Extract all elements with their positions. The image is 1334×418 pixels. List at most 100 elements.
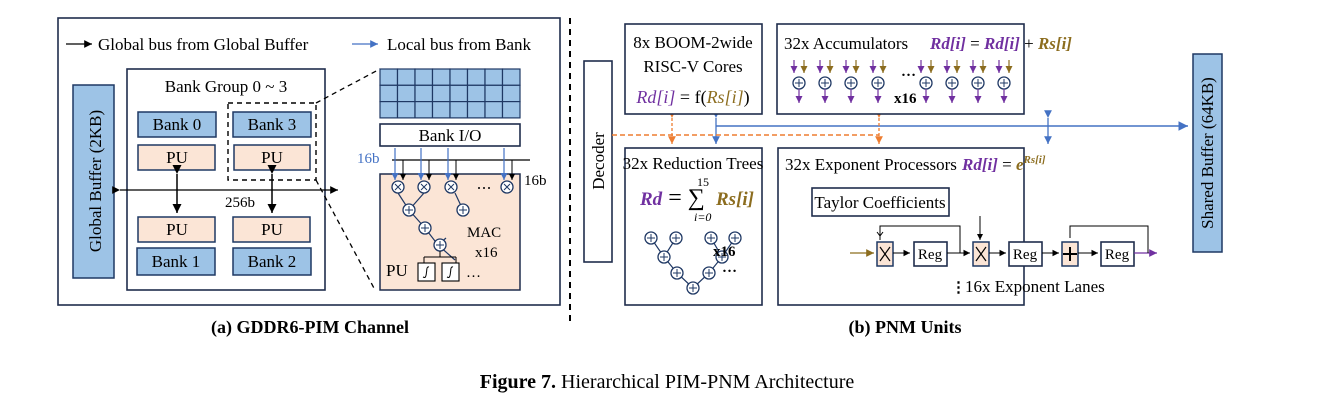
local-width-label: 16b bbox=[357, 151, 380, 167]
accumulators-title: 32x Accumulators bbox=[784, 34, 908, 53]
bank-cell bbox=[501, 68, 521, 86]
bank-cell bbox=[501, 84, 521, 103]
svg-text:Taylor Coefficients: Taylor Coefficients bbox=[814, 193, 945, 212]
caption-b: (b) PNM Units bbox=[849, 317, 962, 338]
mac-tree bbox=[391, 148, 515, 282]
pu-2: PU bbox=[232, 216, 311, 243]
exponent-vdots: ⋮ bbox=[951, 280, 966, 296]
mac-count: x16 bbox=[475, 245, 498, 261]
cores-title-1: 8x BOOM-2wide bbox=[633, 33, 752, 52]
global-width-label: 16b bbox=[524, 173, 547, 189]
reduction-adder bbox=[704, 231, 718, 245]
legend-global-bus: Global bus from Global Buffer bbox=[98, 35, 309, 54]
adder-node bbox=[456, 203, 470, 217]
bank-cell bbox=[414, 100, 434, 119]
adder-node bbox=[418, 221, 432, 235]
exponent-lanes-label: 16x Exponent Lanes bbox=[965, 277, 1105, 296]
exponent-title: 32x Exponent Processors bbox=[785, 155, 957, 174]
bank-cell bbox=[501, 100, 521, 119]
multiplier-1 bbox=[876, 241, 894, 267]
pu-ellipsis: … bbox=[466, 265, 481, 281]
bank-cell bbox=[431, 68, 451, 86]
reg-2: Reg bbox=[1008, 241, 1043, 267]
svg-text:PU: PU bbox=[261, 148, 283, 167]
accumulator-adders bbox=[790, 60, 1013, 103]
reduction-upper-limit: 15 bbox=[697, 175, 709, 189]
exponent-processors-unit: 32x Exponent Processors Rd[i] = eRs[i] T… bbox=[777, 147, 1157, 306]
bank-cell bbox=[396, 84, 416, 103]
bank-cell bbox=[484, 84, 504, 103]
bank-cell bbox=[414, 84, 434, 103]
reduction-equation-lhs: Rd = ∑ bbox=[639, 185, 705, 211]
mac-label: MAC bbox=[467, 225, 501, 241]
svg-text:Reg: Reg bbox=[1013, 247, 1038, 263]
pu-0: PU bbox=[137, 144, 216, 171]
bank-cell bbox=[466, 100, 486, 119]
cores-equation: Rd[i] = f(Rs[i]) bbox=[635, 87, 749, 108]
multiplier-node bbox=[417, 180, 431, 194]
bank-cell bbox=[431, 100, 451, 119]
caption-a: (a) GDDR6-PIM Channel bbox=[211, 317, 409, 338]
accumulators-unit: 32x Accumulators Rd[i] = Rd[i] + Rs[i] …… bbox=[776, 23, 1072, 115]
riscv-cores-unit: 8x BOOM-2wide RISC-V Cores Rd[i] = f(Rs[… bbox=[624, 23, 763, 115]
shared-buffer-label: Shared Buffer (64KB) bbox=[1198, 77, 1217, 229]
svg-text:Reg: Reg bbox=[1105, 247, 1130, 263]
svg-text:Reg: Reg bbox=[918, 247, 943, 263]
pnm-units-panel: Decoder Shared Buffer (64KB) 8x BOOM-2wi… bbox=[583, 23, 1223, 306]
accumulator-adder bbox=[844, 76, 858, 90]
reduction-adder bbox=[657, 250, 671, 264]
pu-1: PU bbox=[137, 216, 216, 243]
bank-cell bbox=[466, 84, 486, 103]
reduction-adder bbox=[728, 231, 742, 245]
bank-cell bbox=[379, 100, 399, 119]
bank-group-label: Bank Group 0 ~ 3 bbox=[165, 77, 288, 96]
svg-text:Bank 0: Bank 0 bbox=[153, 115, 202, 134]
cores-title-2: RISC-V Cores bbox=[643, 57, 742, 76]
pim-channel-panel: Global bus from Global Buffer Local bus … bbox=[57, 17, 561, 306]
bank-cell bbox=[449, 100, 469, 119]
bank-cell bbox=[466, 68, 486, 86]
bank-cell bbox=[484, 100, 504, 119]
decoder-label: Decoder bbox=[589, 132, 608, 190]
accumulator-count: x16 bbox=[894, 91, 917, 107]
bank-3: Bank 3 bbox=[232, 111, 312, 138]
accumulator-ellipsis: … bbox=[901, 64, 916, 80]
reduction-adder bbox=[644, 231, 658, 245]
accumulator-adder bbox=[997, 76, 1011, 90]
accumulator-adder bbox=[971, 76, 985, 90]
bank-cell bbox=[379, 84, 399, 103]
svg-text:PU: PU bbox=[166, 148, 188, 167]
reduction-adder bbox=[702, 266, 716, 280]
svg-text:Bank 1: Bank 1 bbox=[152, 252, 201, 271]
bank-0: Bank 0 bbox=[137, 111, 217, 138]
bank-1: Bank 1 bbox=[136, 247, 216, 276]
reduction-tree-adders bbox=[644, 231, 742, 295]
accumulator-adder bbox=[792, 76, 806, 90]
global-buffer-label: Global Buffer (2KB) bbox=[86, 110, 105, 252]
svg-text:PU: PU bbox=[261, 220, 283, 239]
reduction-adder bbox=[669, 231, 683, 245]
bank-cell bbox=[396, 100, 416, 119]
reduction-adder bbox=[715, 250, 729, 264]
multiplier-node bbox=[444, 180, 458, 194]
reg-1: Reg bbox=[913, 241, 948, 267]
reg-3: Reg bbox=[1100, 241, 1135, 267]
accumulator-adder bbox=[945, 76, 959, 90]
svg-text:Bank 3: Bank 3 bbox=[248, 115, 297, 134]
decoder bbox=[583, 60, 613, 263]
accumulator-adder bbox=[919, 76, 933, 90]
taylor-coefficients: Taylor Coefficients bbox=[811, 187, 950, 217]
multiplier-node bbox=[391, 180, 405, 194]
bank-cell bbox=[449, 68, 469, 86]
adder-node bbox=[402, 203, 416, 217]
svg-text:Bank 2: Bank 2 bbox=[248, 252, 297, 271]
multiplier-node bbox=[500, 180, 514, 194]
global-buffer bbox=[72, 84, 115, 279]
bank-cell bbox=[431, 84, 451, 103]
bank-cell bbox=[379, 68, 399, 86]
exponent-equation: Rd[i] = eRs[i] bbox=[961, 154, 1046, 174]
bank-io: Bank I/O bbox=[379, 123, 521, 147]
reduction-equation-rhs: Rs[i] bbox=[715, 189, 754, 210]
reduction-ellipsis: … bbox=[722, 260, 737, 276]
